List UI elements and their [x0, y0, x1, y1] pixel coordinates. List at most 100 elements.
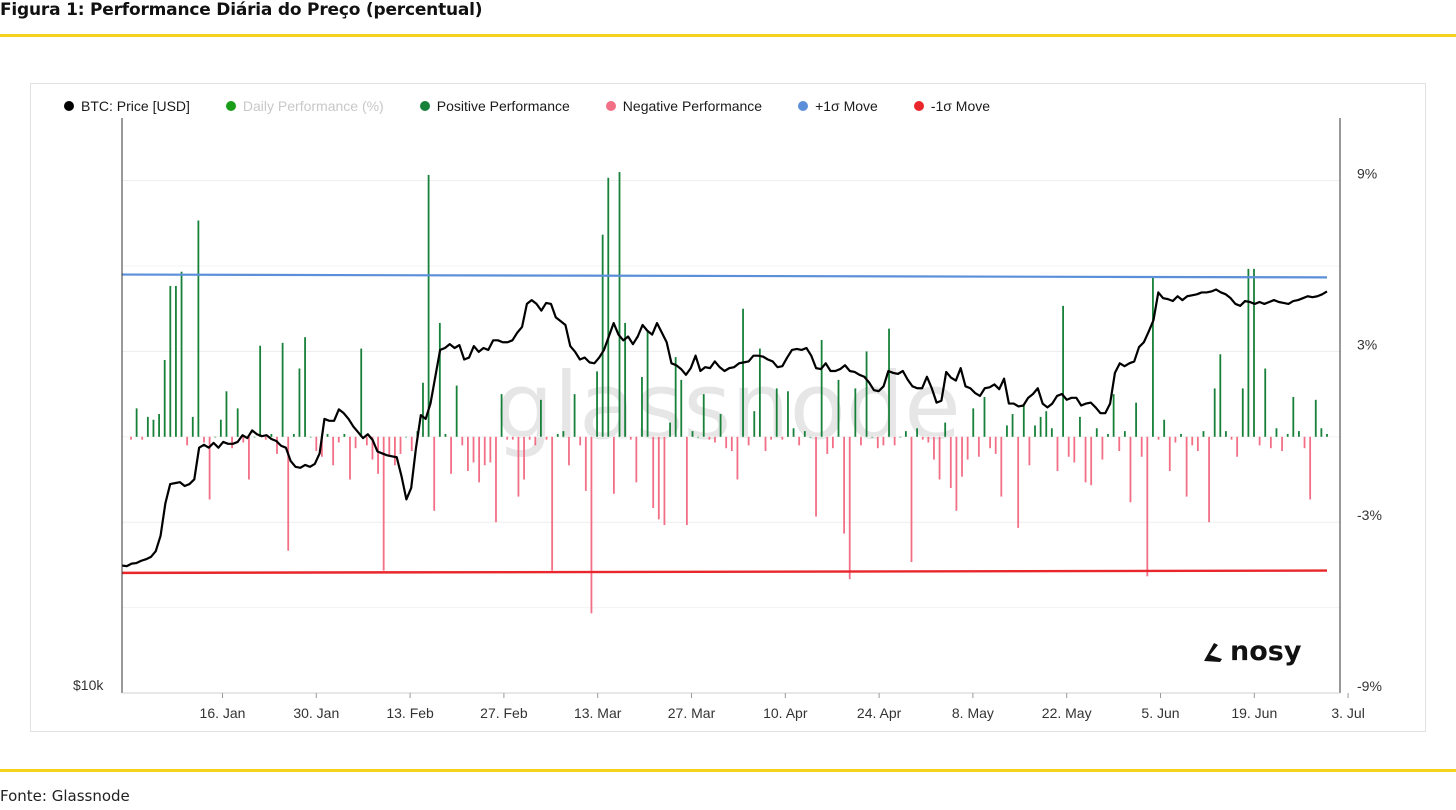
negative-bar	[933, 436, 935, 460]
x-tick-label: 27. Feb	[480, 705, 528, 721]
y-axis-ticks: 9% 3% -3% -9% $10k	[73, 166, 1382, 694]
positive-bar	[175, 285, 177, 437]
positive-bar	[180, 271, 183, 437]
positive-bar	[1039, 416, 1042, 437]
positive-bar	[236, 408, 239, 437]
top-divider	[0, 34, 1456, 37]
negative-bar	[629, 436, 632, 440]
positive-bar	[1123, 431, 1126, 437]
positive-bar	[1202, 431, 1205, 437]
positive-bar	[304, 337, 306, 437]
negative-bar	[815, 436, 817, 517]
legend-item[interactable]: Positive Performance	[419, 98, 570, 114]
negative-bar	[1140, 436, 1143, 457]
x-tick-label: 13. Feb	[386, 705, 434, 721]
legend-item[interactable]: BTC: Price [USD]	[64, 98, 190, 114]
positive-bar	[292, 433, 295, 437]
positive-bar	[944, 422, 947, 437]
negative-bar	[764, 436, 767, 452]
positive-bar	[601, 234, 604, 437]
positive-bar	[1034, 425, 1036, 437]
positive-bar	[680, 379, 683, 437]
positive-bar	[197, 220, 200, 437]
nosy-mark-icon	[1204, 642, 1222, 662]
positive-bar	[1275, 428, 1278, 437]
positive-bar	[1292, 396, 1295, 437]
legend-item[interactable]: -1σ Move	[913, 98, 990, 114]
legend-label: BTC: Price [USD]	[81, 98, 190, 114]
legend-item[interactable]: +1σ Move	[798, 98, 878, 114]
negative-bar	[534, 436, 537, 446]
positive-bar	[1314, 399, 1317, 437]
negative-bar	[938, 436, 941, 480]
negative-bar	[663, 436, 666, 526]
negative-bar	[798, 436, 801, 446]
negative-bar	[287, 436, 290, 551]
negative-bar	[736, 436, 739, 480]
legend-item[interactable]: Negative Performance	[605, 98, 763, 114]
x-tick-label: 30. Jan	[293, 705, 339, 721]
positive-bar	[1135, 402, 1137, 437]
positive-bar	[854, 388, 857, 437]
negative-bar	[1258, 436, 1261, 446]
positive-bar	[596, 371, 598, 437]
negative-bar	[1269, 436, 1272, 449]
negative-bar	[1056, 436, 1059, 471]
negative-bar	[545, 436, 548, 440]
legend-label: Positive Performance	[436, 98, 570, 114]
y-tick-label: 9%	[1357, 166, 1377, 182]
positive-bar	[1213, 388, 1216, 437]
negative-bar	[388, 436, 391, 457]
negative-bar	[781, 436, 784, 440]
positive-bar	[214, 436, 217, 438]
positive-bar	[758, 348, 761, 437]
chart-legend: BTC: Price [USD] Daily Performance (%) Pos…	[64, 97, 1026, 115]
positive-bar	[618, 172, 621, 437]
positive-bar	[697, 436, 700, 438]
negative-bar	[994, 436, 997, 454]
negative-bar	[410, 436, 413, 452]
positive-bar	[916, 428, 918, 437]
negative-bar	[321, 436, 323, 457]
positive-bar	[1326, 433, 1328, 437]
negative-bar	[1157, 436, 1160, 440]
positive-bar	[1011, 414, 1014, 437]
price-line-group	[121, 288, 1328, 568]
legend-marker-icon	[225, 101, 236, 111]
negative-bar	[893, 436, 896, 446]
negative-bar	[506, 436, 509, 440]
positive-bar	[1241, 388, 1244, 437]
negative-bar	[831, 436, 834, 449]
positive-bar	[427, 174, 430, 437]
nosy-logo: nosy	[1200, 636, 1301, 667]
negative-bar	[394, 436, 396, 466]
legend-item[interactable]: Daily Performance (%)	[225, 98, 384, 114]
legend-marker-icon	[64, 101, 74, 111]
negative-bar	[1230, 436, 1233, 440]
x-tick-label: 22. May	[1042, 705, 1092, 721]
negative-bar	[315, 436, 318, 452]
minus-sigma-line	[121, 569, 1328, 575]
x-tick-label: 3. Jul	[1331, 705, 1364, 721]
positive-bar	[444, 433, 447, 437]
positive-bar	[422, 382, 424, 437]
negative-bar	[337, 436, 340, 443]
negative-bar	[382, 436, 385, 571]
negative-bar	[450, 436, 452, 474]
positive-bar	[556, 433, 559, 437]
positive-bar	[1320, 428, 1323, 437]
negative-bar	[1196, 436, 1199, 452]
positive-bar	[607, 177, 610, 437]
y-tick-label: 3%	[1357, 336, 1377, 352]
positive-bar	[152, 419, 155, 437]
negative-bar	[1208, 436, 1210, 523]
positive-bar	[792, 428, 795, 437]
negative-bar	[433, 436, 436, 511]
negative-bar	[365, 436, 368, 446]
legend-label: Negative Performance	[622, 98, 763, 114]
negative-bar	[1000, 436, 1003, 497]
negative-bar	[1129, 436, 1132, 503]
positive-bar	[326, 433, 329, 437]
negative-bar	[231, 436, 233, 449]
